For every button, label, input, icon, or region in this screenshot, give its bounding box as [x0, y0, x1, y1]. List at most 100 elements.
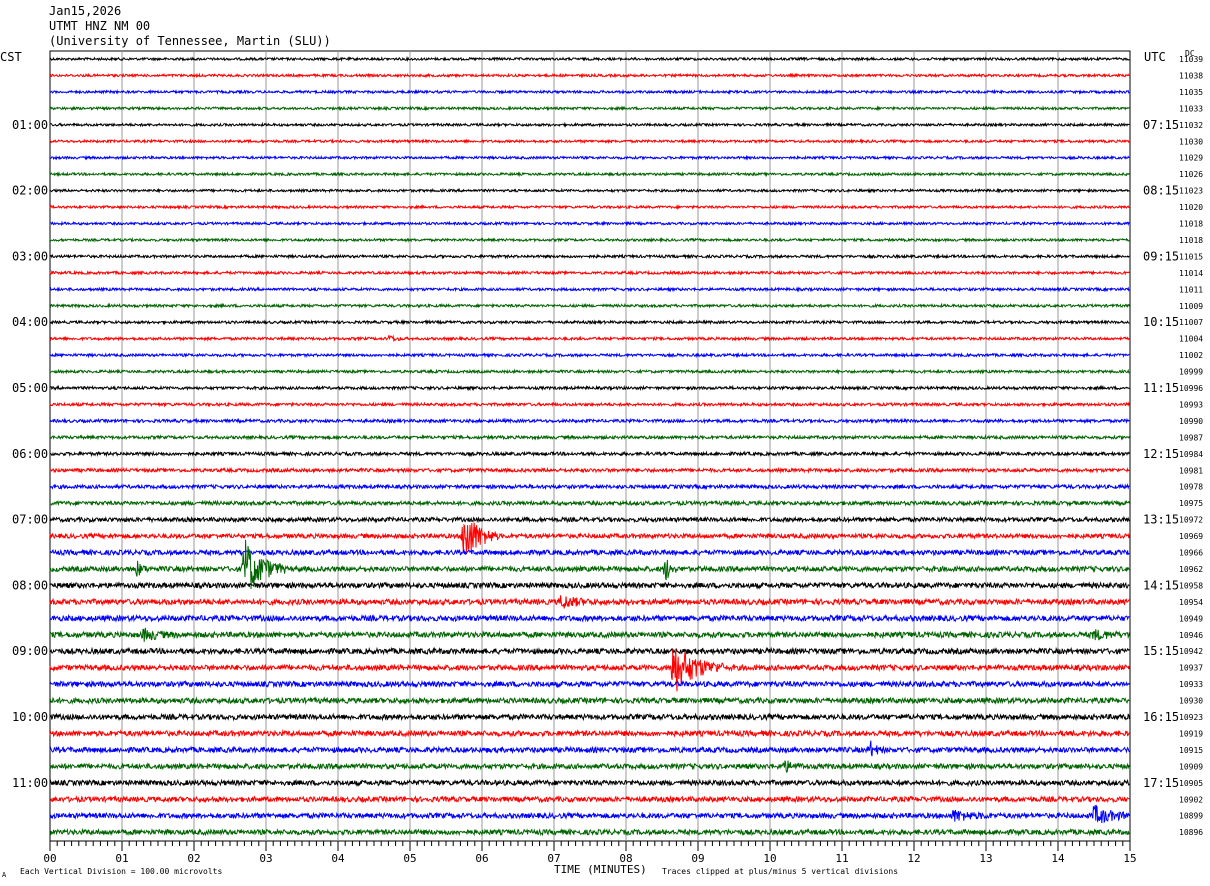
dc-offset-label: 10978: [1179, 483, 1203, 492]
dc-offset-label: 11018: [1179, 236, 1203, 245]
dc-offset-label: 10987: [1179, 433, 1203, 442]
dc-offset-label: 11032: [1179, 121, 1203, 130]
trace-2: [49, 72, 1130, 79]
trace-group: [49, 55, 1130, 837]
trace-45: [49, 778, 1130, 788]
minute-grid: [121, 51, 1059, 841]
trace-9: [49, 187, 1130, 194]
trace-10: [49, 203, 1130, 211]
left-hour-label: 09:00: [12, 644, 48, 658]
trace-32: [49, 539, 1130, 590]
dc-offset-label: 10902: [1179, 795, 1203, 804]
trace-26: [49, 466, 1130, 474]
x-tick-label: 11: [835, 852, 848, 865]
dc-offset-label: 11014: [1179, 269, 1203, 278]
right-hour-label: 17:15: [1143, 776, 1179, 790]
x-tick-label: 01: [115, 852, 128, 865]
dc-offset-label: 10972: [1179, 516, 1203, 525]
station-label: UTMT HNZ NM 00: [49, 19, 151, 33]
dc-offset-label: 10949: [1179, 614, 1203, 623]
dc-offset-label: 11030: [1179, 137, 1203, 146]
right-hour-label: 13:15: [1143, 513, 1179, 527]
trace-37: [49, 646, 1130, 656]
trace-21: [49, 384, 1130, 392]
left-hour-label: 08:00: [12, 578, 48, 592]
dc-offset-label: 10981: [1179, 466, 1203, 475]
dc-offset-label: 11015: [1179, 252, 1203, 261]
dc-offset-label: 10954: [1179, 598, 1203, 607]
dc-label: DC: [1185, 49, 1195, 58]
x-tick-label: 07: [547, 852, 560, 865]
trace-19: [49, 352, 1130, 359]
dc-offset-label: 10993: [1179, 400, 1203, 409]
dc-offset-label: 10999: [1179, 368, 1203, 377]
right-hour-label: 09:15: [1143, 249, 1179, 263]
footer-mark: A: [2, 871, 7, 879]
plot-frame: [49, 50, 1131, 842]
left-hour-label: 01:00: [12, 118, 48, 132]
right-hour-label: 07:15: [1143, 118, 1179, 132]
dc-offset-label: 10975: [1179, 499, 1203, 508]
dc-offset-label: 11035: [1179, 88, 1203, 97]
clipping-note: Traces clipped at plus/minus 5 vertical …: [662, 867, 898, 876]
dc-offset-label: 10969: [1179, 532, 1203, 541]
left-hour-label: 07:00: [12, 513, 48, 527]
dc-offset-label: 10896: [1179, 828, 1203, 837]
trace-8: [49, 171, 1130, 178]
dc-offset-label: 11002: [1179, 351, 1203, 360]
trace-16: [49, 302, 1130, 309]
trace-22: [49, 401, 1130, 408]
trace-5: [49, 121, 1130, 128]
trace-11: [50, 220, 1130, 227]
x-tick-label: 14: [1051, 852, 1065, 865]
trace-18: [49, 334, 1130, 343]
dc-offset-label: 10909: [1179, 762, 1203, 771]
x-tick-label: 13: [979, 852, 992, 865]
dc-offset-label: 10930: [1179, 697, 1203, 706]
dc-offset-label: 10984: [1179, 450, 1203, 459]
date-label: Jan15,2026: [49, 4, 122, 18]
dc-offset-label: 10946: [1179, 631, 1203, 640]
x-tick-label: 06: [475, 852, 488, 865]
dc-offset-label: 10899: [1179, 812, 1203, 821]
left-hour-label: 03:00: [12, 249, 48, 263]
trace-27: [49, 482, 1130, 491]
right-hour-label: 12:15: [1143, 447, 1179, 461]
dc-offset-label: 10942: [1179, 647, 1203, 656]
left-hour-label: 04:00: [12, 315, 48, 329]
left-hour-label: 02:00: [12, 184, 48, 198]
trace-4: [49, 105, 1130, 112]
trace-12: [49, 236, 1130, 244]
left-hour-label: 06:00: [12, 447, 48, 461]
left-hour-label: 10:00: [12, 710, 48, 724]
x-axis-title: TIME (MINUTES): [554, 863, 647, 876]
dc-offset-label: 11033: [1179, 104, 1203, 113]
x-tick-label: 08: [619, 852, 632, 865]
trace-47: [49, 804, 1130, 824]
dc-offset-label: 11039: [1179, 55, 1203, 64]
x-tick-label: 02: [187, 852, 200, 865]
dc-offset-label: 10905: [1179, 779, 1203, 788]
dc-offset-label: 11007: [1179, 318, 1203, 327]
right-hour-label: 08:15: [1143, 184, 1179, 198]
trace-36: [49, 627, 1130, 642]
dc-offset-label: 10937: [1179, 664, 1203, 673]
x-tick-label: 05: [403, 852, 416, 865]
x-axis: 00 01 02 03 04 05 06 07 08 09 10 11 12 13 14 15: [43, 841, 1137, 865]
trace-43: [49, 740, 1130, 757]
left-zone-label: CST: [0, 50, 22, 64]
dc-offset-label: 11004: [1179, 335, 1203, 344]
x-tick-label: 09: [691, 852, 704, 865]
left-hour-label: 11:00: [12, 776, 48, 790]
institution-label: (University of Tennessee, Martin (SLU)): [49, 34, 331, 48]
trace-44: [49, 760, 1130, 774]
trace-39: [49, 679, 1130, 689]
trace-25: [49, 450, 1130, 458]
dc-offset-label: 10933: [1179, 680, 1203, 689]
trace-28: [49, 499, 1130, 507]
trace-6: [49, 138, 1130, 145]
trace-46: [49, 794, 1130, 804]
trace-41: [49, 712, 1130, 722]
x-tick-label: 00: [43, 852, 56, 865]
